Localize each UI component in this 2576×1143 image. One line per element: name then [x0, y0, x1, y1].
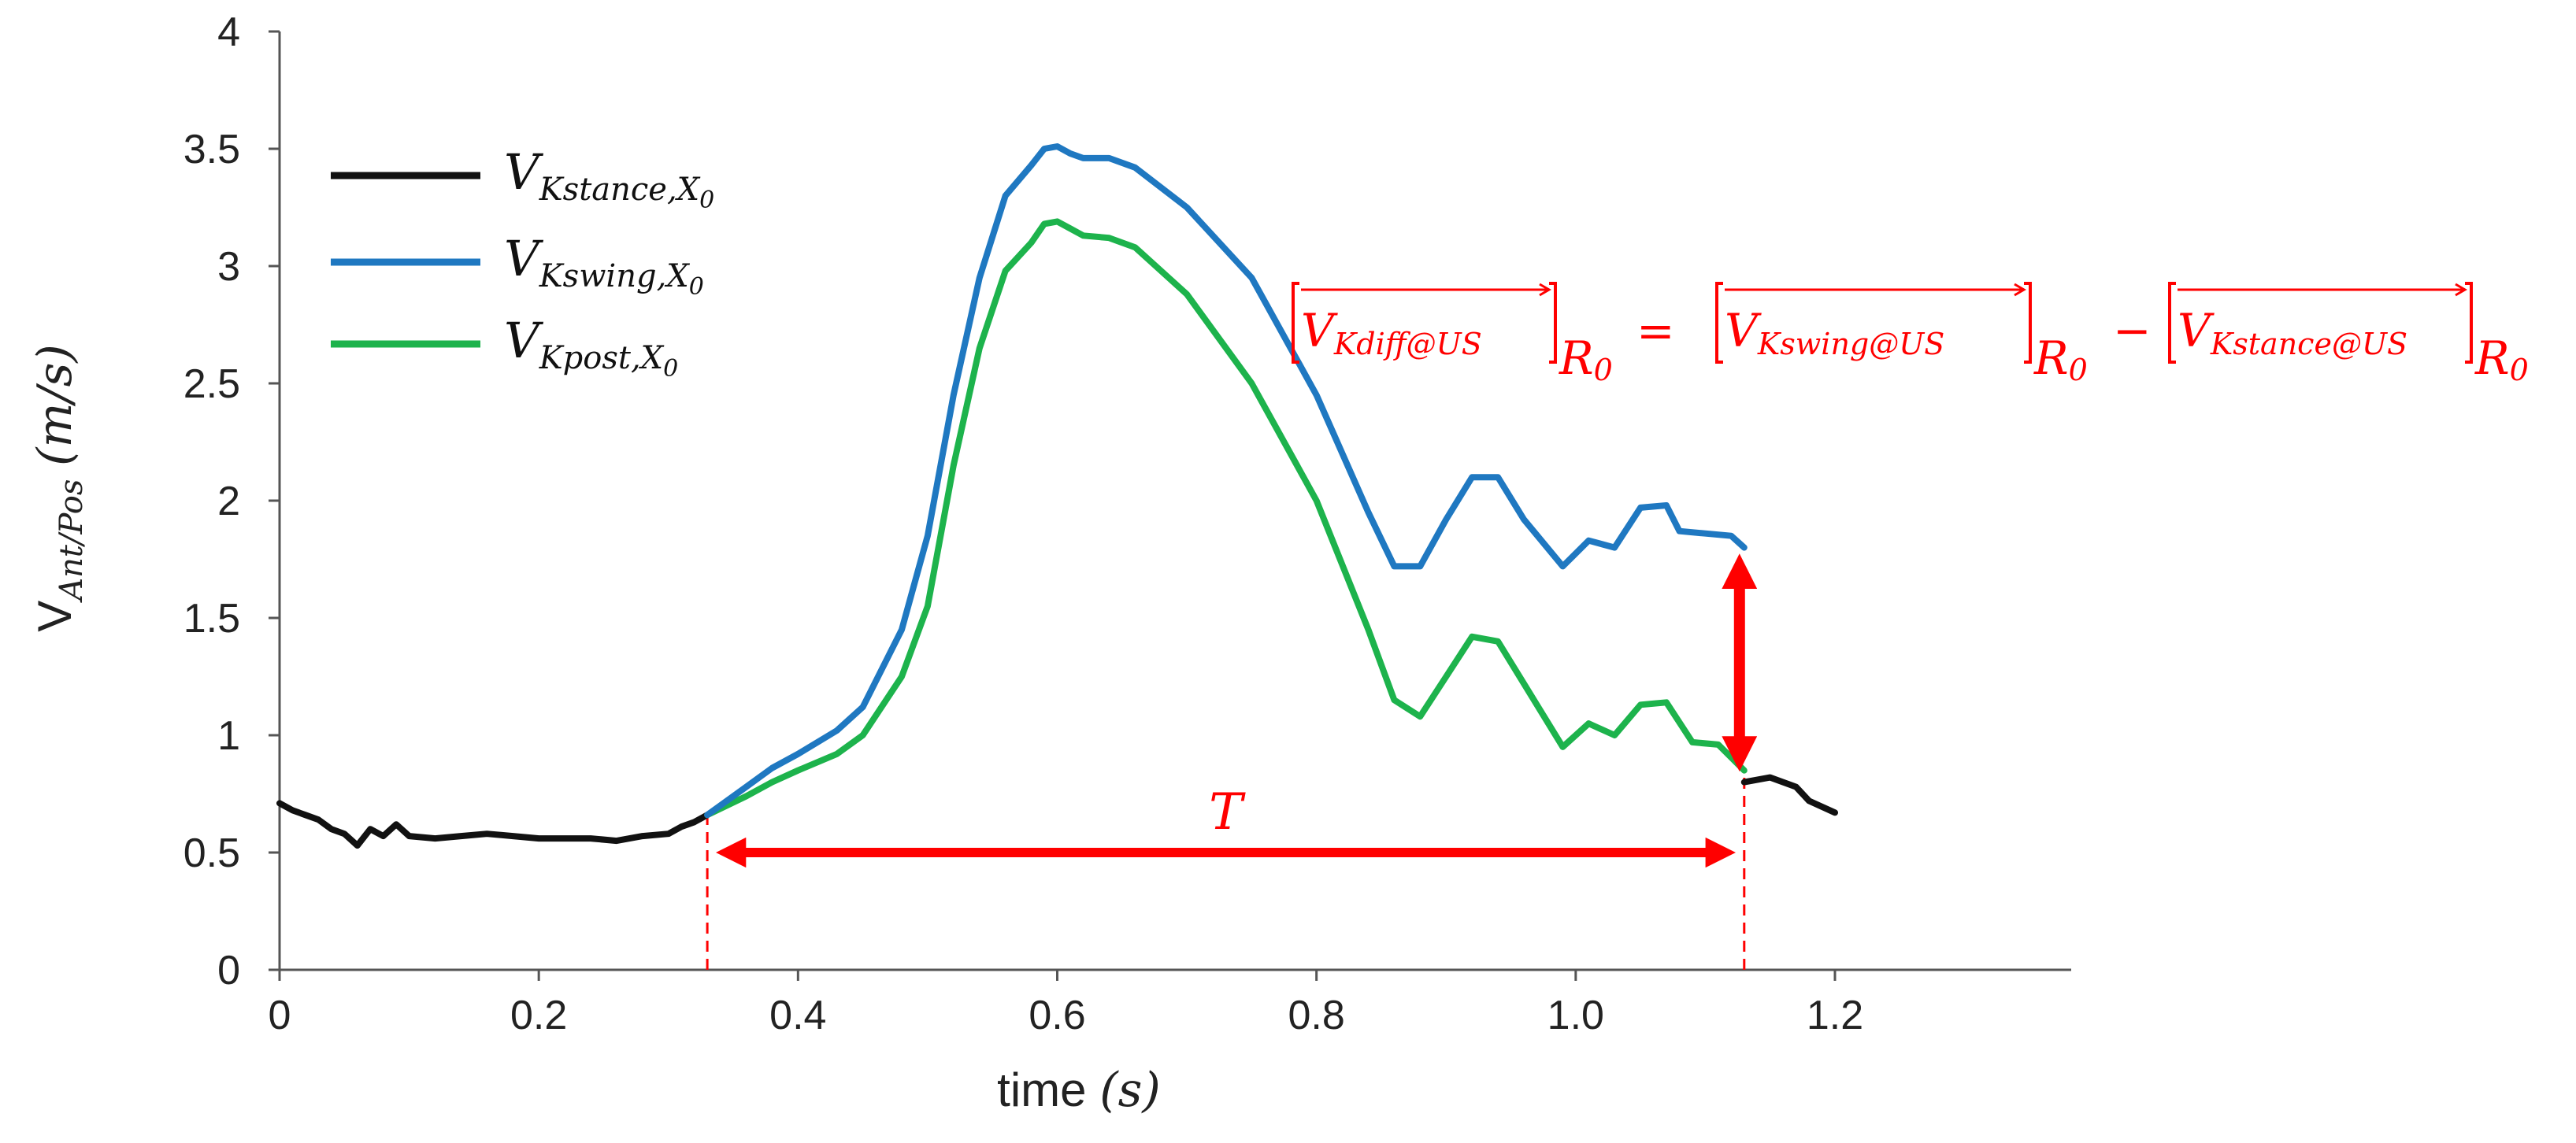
eq-rhs-term: VKstance@US	[2178, 304, 2407, 361]
period-label: T	[1209, 783, 1246, 842]
x-tick-label: 0.4	[769, 993, 826, 1038]
eq-lhs-bracket-left	[1292, 282, 1299, 364]
eq-mid-bracket-left	[1715, 282, 1723, 364]
legend-label-stance: VKstance,X0	[504, 143, 714, 214]
legend: VKstance,X0 VKswing,X0 VKpost,X0	[331, 143, 714, 383]
x-ticks: 0 0.2 0.4 0.6 0.8 1.0 1.2	[269, 970, 1863, 1038]
series-layer	[276, 143, 1838, 849]
legend-label-post: VKpost,X0	[504, 312, 678, 383]
series-line	[704, 218, 1748, 819]
y-axis-title-main: V	[28, 601, 81, 632]
eq-lhs-vector-arrowhead	[1539, 283, 1551, 297]
y-tick-label: 0.5	[183, 830, 240, 876]
eq-lhs-term: VKdiff@US	[1301, 304, 1482, 361]
axes: 0 0.5 1 1.5 2 2.5 3 3.5 4 0 0.2 0.4 0.6 0.8 1.0 1.2	[183, 9, 2071, 1038]
x-tick-label: 1.2	[1807, 993, 1863, 1038]
x-axis-title-label: time	[997, 1063, 1086, 1116]
y-tick-label: 2	[217, 479, 240, 524]
eq-rhs-vector-arrowhead	[2455, 283, 2467, 297]
eq-mid-frame: R0	[2033, 331, 2088, 387]
x-tick-label: 0.8	[1288, 993, 1345, 1038]
eq-rhs-bracket-left	[2168, 282, 2176, 364]
x-tick-label: 0.6	[1029, 993, 1085, 1038]
x-tick-label: 0	[269, 993, 291, 1038]
y-tick-label: 3.5	[183, 127, 240, 172]
x-axis-title-unit: (s)	[1099, 1063, 1161, 1118]
eq-mid-bracket-right	[2024, 282, 2032, 364]
y-ticks: 0 0.5 1 1.5 2 2.5 3 3.5 4	[183, 9, 280, 993]
y-tick-label: 1.5	[183, 596, 240, 642]
y-tick-label: 4	[217, 9, 240, 55]
series-line	[704, 143, 1748, 819]
x-tick-label: 0.2	[510, 993, 567, 1038]
eq-rhs-bracket-right	[2465, 282, 2473, 364]
y-tick-label: 1	[217, 713, 240, 759]
eq-mid-term: VKswing@US	[1725, 304, 1944, 361]
y-axis-title-unit: (m/s)	[28, 344, 83, 466]
eq-minus: −	[2113, 304, 2152, 357]
eq-equals: =	[1636, 304, 1675, 357]
x-axis-title: time (s)	[997, 1063, 1161, 1118]
eq-mid-vector-arrowhead	[2014, 283, 2026, 297]
annotations	[715, 553, 1758, 868]
x-tick-label: 1.0	[1547, 993, 1604, 1038]
y-tick-label: 3	[217, 244, 240, 290]
series-line	[276, 800, 711, 849]
guide-lines	[706, 777, 1746, 970]
y-axis-title-sub: Ant/Pos	[54, 479, 90, 604]
eq-lhs-bracket-right	[1549, 282, 1557, 364]
y-tick-label: 0	[217, 948, 240, 993]
y-axis-title: VAnt/Pos (m/s)	[28, 344, 90, 632]
eq-rhs-frame: R0	[2474, 331, 2529, 387]
series-line	[1740, 774, 1838, 816]
legend-label-swing: VKswing,X0	[504, 230, 704, 301]
y-tick-label: 2.5	[183, 361, 240, 407]
difference-equation: VKdiff@US R0 = VKswing@US R0 − VKstance@…	[1292, 282, 2529, 387]
eq-lhs-frame: R0	[1559, 331, 1613, 387]
